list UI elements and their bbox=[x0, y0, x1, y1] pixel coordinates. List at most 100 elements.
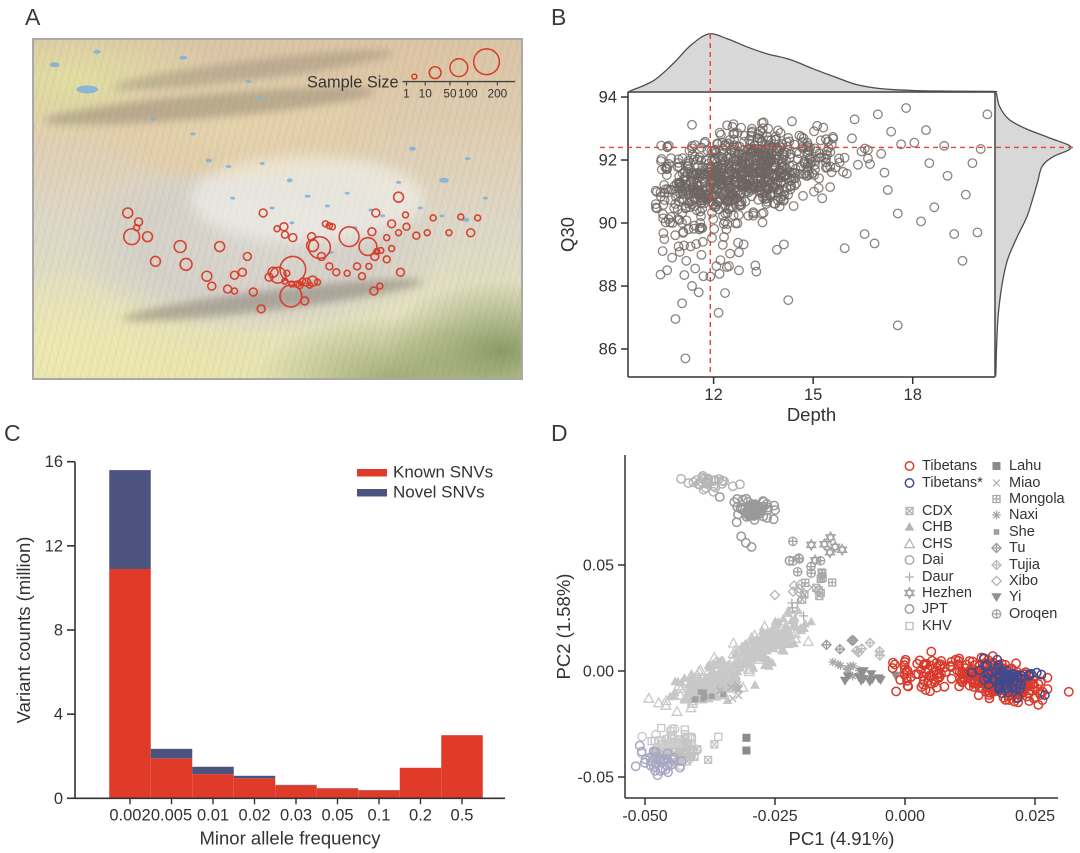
legend-label: CDX bbox=[922, 502, 953, 519]
pca-cluster-tujia bbox=[851, 637, 886, 662]
lake bbox=[286, 178, 293, 183]
sample-location-circle bbox=[321, 220, 330, 228]
legend-item-tujia: Tujia bbox=[989, 556, 1065, 573]
legend-item-oroqen: Oroqen bbox=[989, 606, 1065, 622]
sample-location-circle bbox=[423, 228, 431, 237]
depth-tick-label: 12 bbox=[704, 386, 722, 404]
maf-tick-label: 0.005 bbox=[151, 806, 192, 824]
legend-label: JPT bbox=[922, 601, 948, 618]
pca-cluster-cdx-upper bbox=[797, 583, 825, 604]
sample-location-circle bbox=[307, 235, 332, 260]
maf-tick-label: 0.05 bbox=[321, 806, 353, 824]
sample-location-circle bbox=[288, 280, 296, 288]
sample-location-circle bbox=[395, 267, 406, 277]
pc1-tick-label: -0.050 bbox=[622, 808, 667, 825]
known-snv-bar bbox=[399, 767, 442, 799]
legend-item-khv: KHV bbox=[902, 618, 983, 634]
maf-tick-label: 0.01 bbox=[197, 806, 229, 824]
pc2-axis-label: PC2 (1.58%) bbox=[553, 574, 574, 680]
circle-icon bbox=[904, 477, 915, 488]
sample-size-tick-label: 1 bbox=[403, 86, 410, 100]
sample-location-circle bbox=[122, 207, 134, 219]
pca-panel: -0.050 -0.025 0.000 0.025 0.05 0.00 -0.05 PC1 (… bbox=[540, 428, 1080, 853]
legend-item-xibo: Xibo bbox=[989, 573, 1065, 589]
lake bbox=[380, 214, 386, 218]
legend-item-hezhen: Hezhen bbox=[902, 585, 983, 601]
circle-icon bbox=[904, 461, 915, 472]
squarefill-icon bbox=[992, 462, 1001, 471]
lake bbox=[76, 85, 99, 94]
legend-item-chb: CHB bbox=[902, 519, 983, 535]
legend-item-lahu: Lahu bbox=[989, 458, 1065, 474]
lake bbox=[257, 95, 264, 99]
sample-location-circle bbox=[382, 255, 391, 264]
lake bbox=[179, 55, 188, 60]
sample-location-circle bbox=[332, 268, 341, 277]
panel-b-label: B bbox=[551, 4, 567, 30]
x-icon bbox=[992, 478, 1001, 487]
variant-count-tick-label: 0 bbox=[54, 790, 63, 808]
pca-plot: -0.050 -0.025 0.000 0.025 0.05 0.00 -0.05 PC1 (… bbox=[553, 455, 1074, 849]
squarefill-small-icon bbox=[993, 528, 1000, 535]
sample-location-circle bbox=[273, 225, 281, 233]
lake bbox=[259, 162, 265, 166]
known-snv-bar bbox=[192, 774, 234, 799]
novel-snv-bar bbox=[233, 775, 276, 779]
pca-cluster-hezhen bbox=[805, 530, 848, 567]
novel-snv-bar bbox=[192, 766, 234, 775]
sample-location-circle bbox=[242, 251, 253, 262]
q30-tick-label: 86 bbox=[599, 340, 617, 358]
legend-item-tu: Tu bbox=[989, 540, 1065, 556]
lake bbox=[225, 165, 232, 168]
legend-item-yi: Yi bbox=[989, 589, 1065, 605]
sample-location-circle bbox=[237, 267, 248, 277]
panel-d-label: D bbox=[551, 420, 568, 446]
sample-location-circle bbox=[369, 286, 379, 296]
legend-label: CHB bbox=[922, 519, 953, 536]
legend-label: Oroqen bbox=[1009, 605, 1058, 622]
circle-icon bbox=[904, 555, 915, 566]
sample-location-circle bbox=[371, 208, 381, 218]
lake bbox=[230, 196, 236, 200]
legend-item-jpt: JPT bbox=[902, 601, 983, 617]
sample-location-circle bbox=[173, 239, 187, 254]
variant-count-tick-label: 16 bbox=[45, 453, 63, 471]
sample-size-tick-label: 10 bbox=[419, 86, 433, 100]
pc1-tick-label: 0.000 bbox=[885, 808, 925, 825]
q30-tick-label: 88 bbox=[599, 277, 617, 295]
legend-item-miao: Miao bbox=[989, 474, 1065, 491]
map-overlay: Sample Size 1 10 50 100 200 bbox=[49, 48, 516, 314]
legend-label: KHV bbox=[922, 617, 952, 634]
sample-location-circle bbox=[258, 208, 268, 218]
pca-cluster-miao bbox=[716, 680, 744, 703]
sample-location-circle bbox=[377, 246, 385, 255]
snv-legend-swatch bbox=[357, 489, 387, 497]
sample-location-circle bbox=[412, 231, 421, 240]
variant-count-tick-label: 12 bbox=[45, 537, 63, 555]
maf-tick-label: 0.5 bbox=[451, 806, 474, 824]
novel-snv-bar bbox=[109, 470, 151, 569]
maf-tick-label: 0.03 bbox=[280, 806, 312, 824]
pca-cluster-tu bbox=[820, 634, 859, 655]
lake bbox=[417, 206, 423, 210]
sample-location-circle bbox=[306, 275, 319, 287]
q30-tick-label: 92 bbox=[599, 152, 617, 170]
sample-location-circle bbox=[305, 281, 314, 289]
known-snv-bar bbox=[150, 758, 193, 799]
sample-location-circle bbox=[279, 284, 303, 308]
sample-location-circle bbox=[358, 236, 378, 257]
sample-location-circle bbox=[267, 266, 279, 278]
pca-cluster-lahu bbox=[742, 733, 751, 755]
pc1-axis-label: PC1 (4.91%) bbox=[789, 828, 895, 849]
legend-label: Hezhen bbox=[922, 584, 972, 601]
snv-legend-swatch bbox=[357, 469, 387, 477]
legend-label: Xibo bbox=[1009, 572, 1039, 589]
squareplus-icon bbox=[992, 494, 1001, 504]
legend-item-chs: CHS bbox=[902, 536, 983, 552]
sample-location-circle bbox=[457, 213, 465, 221]
pca-cluster-naxi bbox=[828, 657, 864, 681]
lake bbox=[205, 158, 212, 163]
sample-location-circle bbox=[465, 227, 476, 238]
maf-bar-chart: 0 4 8 12 16 0.002 0.005 0.01 0.02 0.03 0.05 0.1 0.2 0… bbox=[13, 453, 505, 848]
legend-label: CHS bbox=[922, 535, 953, 552]
